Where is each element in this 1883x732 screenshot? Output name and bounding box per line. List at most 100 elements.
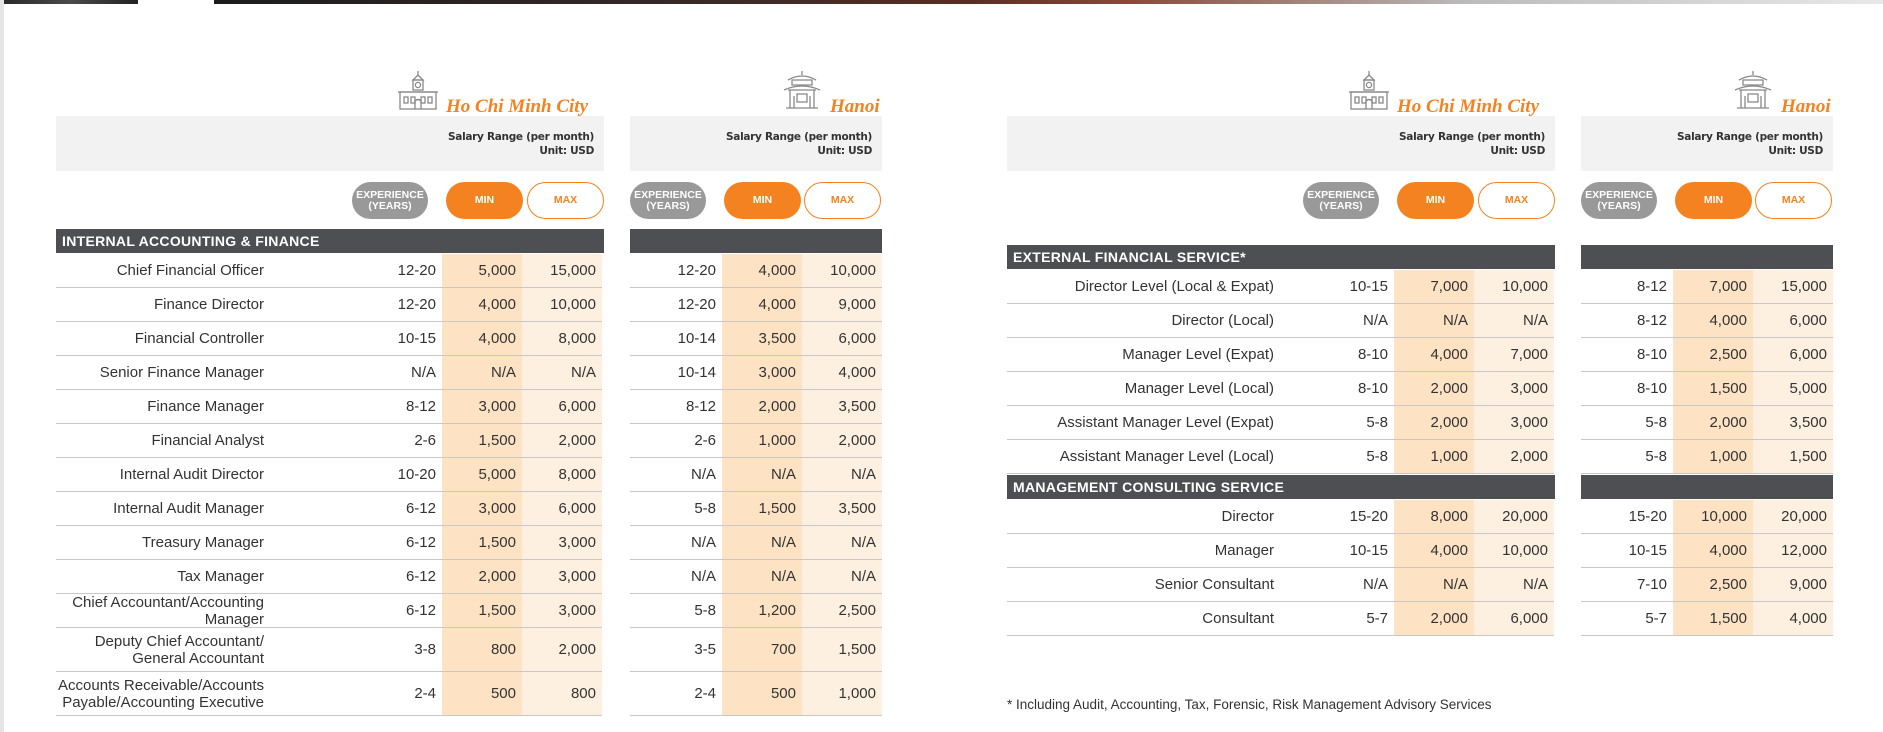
hcmc-min-cell: 2,000 (442, 560, 522, 593)
salary-range-label: Salary Range (per month) Unit: USD (1399, 130, 1545, 158)
table-row: Manager 10-15 4,000 10,000 (1007, 534, 1554, 568)
hanoi-max-cell: 2,500 (802, 594, 882, 627)
clock-tower-building-icon (396, 68, 440, 118)
city-title-hanoi: Hanoi (1731, 68, 1831, 118)
table-row: 2-6 1,000 2,000 (630, 424, 882, 458)
hcmc-min-cell: 1,500 (442, 526, 522, 559)
hcmc-experience-cell: 15-20 (1349, 508, 1388, 525)
pill-min-hcmc: MIN (1397, 182, 1474, 219)
table-row: 2-4 500 1,000 (630, 672, 882, 716)
table-row: Director (Local) N/A N/A N/A (1007, 304, 1554, 338)
hcmc-min-cell: 2,000 (1394, 372, 1474, 405)
table-row: Manager Level (Expat) 8-10 4,000 7,000 (1007, 338, 1554, 372)
hcmc-max-cell: 2,000 (1474, 440, 1554, 473)
hanoi-experience-cell: 2-6 (694, 432, 716, 449)
table-row: Treasury Manager 6-12 1,500 3,000 (56, 526, 602, 560)
hanoi-experience-cell: 8-12 (1636, 278, 1667, 295)
role-name-lines: Accounts Receivable/Accounts Payable/Acco… (58, 677, 264, 711)
table-row: 5-7 1,500 4,000 (1581, 602, 1833, 636)
role-name: Internal Audit Director (119, 466, 264, 483)
section-header-bar (630, 229, 882, 253)
role-name: Finance Director (153, 296, 264, 313)
table-row: 15-20 10,000 20,000 (1581, 500, 1833, 534)
table-row: 5-8 1,000 1,500 (1581, 440, 1833, 474)
hanoi-min-cell: 1,000 (722, 424, 802, 457)
hanoi-min-cell: 4,000 (1673, 534, 1753, 567)
hanoi-max-cell: 3,500 (1753, 406, 1833, 439)
hanoi-min-cell: 1,500 (1673, 372, 1753, 405)
role-name: Director (Local) (1171, 312, 1274, 329)
pill-experience-hanoi: EXPERIENCE (YEARS) (630, 182, 706, 219)
hcmc-max-cell: 8,000 (522, 322, 602, 355)
salary-range-label: Salary Range (per month) Unit: USD (1677, 130, 1823, 158)
city-title-hanoi: Hanoi (780, 68, 880, 118)
role-name: Finance Manager (147, 398, 264, 415)
table-row: Senior Finance Manager N/A N/A N/A (56, 356, 602, 390)
hcmc-min-cell: 8,000 (1394, 500, 1474, 533)
hcmc-max-cell: 10,000 (522, 288, 602, 321)
pill-experience-hcmc: EXPERIENCE (YEARS) (1303, 182, 1379, 219)
salary-range-header: Salary Range (per month) Unit: USD (630, 116, 882, 171)
salary-range-text: Salary Range (per month) (1399, 131, 1545, 143)
table-row: Financial Controller 10-15 4,000 8,000 (56, 322, 602, 356)
table-row: Internal Audit Director 10-20 5,000 8,000 (56, 458, 602, 492)
role-name: Senior Finance Manager (99, 364, 264, 381)
pill-max-hanoi: MAX (1755, 182, 1832, 219)
banner-image-strip (4, 0, 138, 4)
hcmc-min-cell: 7,000 (1394, 270, 1474, 303)
hcmc-max-cell: 6,000 (522, 492, 602, 525)
hanoi-min-cell: 3,500 (722, 322, 802, 355)
role-name-line: Accounts Receivable/Accounts (58, 676, 264, 694)
hcmc-experience-cell: 8-10 (1357, 346, 1388, 363)
hanoi-min-cell: 2,500 (1673, 568, 1753, 601)
section-header-external-financial-service: EXTERNAL FINANCIAL SERVICE* (1007, 245, 1555, 269)
salary-range-header: Salary Range (per month) Unit: USD (1581, 116, 1833, 171)
hcmc-experience-cell: 5-8 (1366, 414, 1388, 431)
hanoi-experience-cell: 12-20 (677, 262, 716, 279)
hanoi-max-cell: 9,000 (1753, 568, 1833, 601)
hanoi-experience-cell: 5-8 (1645, 414, 1667, 431)
hanoi-max-cell: 5,000 (1753, 372, 1833, 405)
table-row: Deputy Chief Accountant/General Accounta… (56, 628, 602, 672)
table-row: 10-14 3,000 4,000 (630, 356, 882, 390)
hanoi-max-cell: 1,500 (802, 628, 882, 671)
salary-range-text: Salary Range (per month) (448, 131, 594, 143)
hcmc-max-cell: N/A (522, 356, 602, 389)
hanoi-max-cell: 10,000 (802, 254, 882, 287)
hanoi-max-cell: N/A (802, 560, 882, 593)
hcmc-min-cell: 1,500 (442, 594, 522, 627)
table-row: 8-10 1,500 5,000 (1581, 372, 1833, 406)
hcmc-min-cell: N/A (1394, 568, 1474, 601)
pill-min-hanoi: MIN (1675, 182, 1752, 219)
hcmc-min-cell: 500 (442, 672, 522, 715)
hanoi-experience-cell: 7-10 (1636, 576, 1667, 593)
hanoi-max-cell: 3,500 (802, 390, 882, 423)
pagoda-gate-icon (780, 68, 824, 118)
table-row: Tax Manager 6-12 2,000 3,000 (56, 560, 602, 594)
hcmc-max-cell: 15,000 (522, 254, 602, 287)
hanoi-min-cell: 2,000 (1673, 406, 1753, 439)
hcmc-max-cell: N/A (1474, 304, 1554, 337)
unit-text: Unit: USD (539, 145, 594, 157)
hanoi-max-cell: 6,000 (802, 322, 882, 355)
hanoi-experience-cell: 8-10 (1636, 380, 1667, 397)
hanoi-min-cell: 3,000 (722, 356, 802, 389)
role-name: Chief Financial Officer (116, 262, 264, 279)
table-row: Assistant Manager Level (Expat) 5-8 2,000 3… (1007, 406, 1554, 440)
hcmc-max-cell: 6,000 (1474, 602, 1554, 635)
table-row: 8-10 2,500 6,000 (1581, 338, 1833, 372)
banner-image-strip (214, 0, 1883, 4)
role-name: Assistant Manager Level (Expat) (1057, 414, 1274, 431)
role-name-line: Payable/Accounting Executive (62, 693, 264, 711)
hanoi-min-cell: 2,500 (1673, 338, 1753, 371)
hanoi-experience-cell: 10-14 (677, 330, 716, 347)
unit-text: Unit: USD (817, 145, 872, 157)
hanoi-max-cell: N/A (802, 458, 882, 491)
hcmc-min-cell: N/A (1394, 304, 1474, 337)
hanoi-experience-cell: 5-8 (694, 500, 716, 517)
section-header-bar (1581, 475, 1833, 499)
hcmc-experience-cell: 10-20 (397, 466, 436, 483)
table-row: Finance Director 12-20 4,000 10,000 (56, 288, 602, 322)
hcmc-experience-cell: 6-12 (405, 500, 436, 517)
role-name: Financial Controller (134, 330, 264, 347)
